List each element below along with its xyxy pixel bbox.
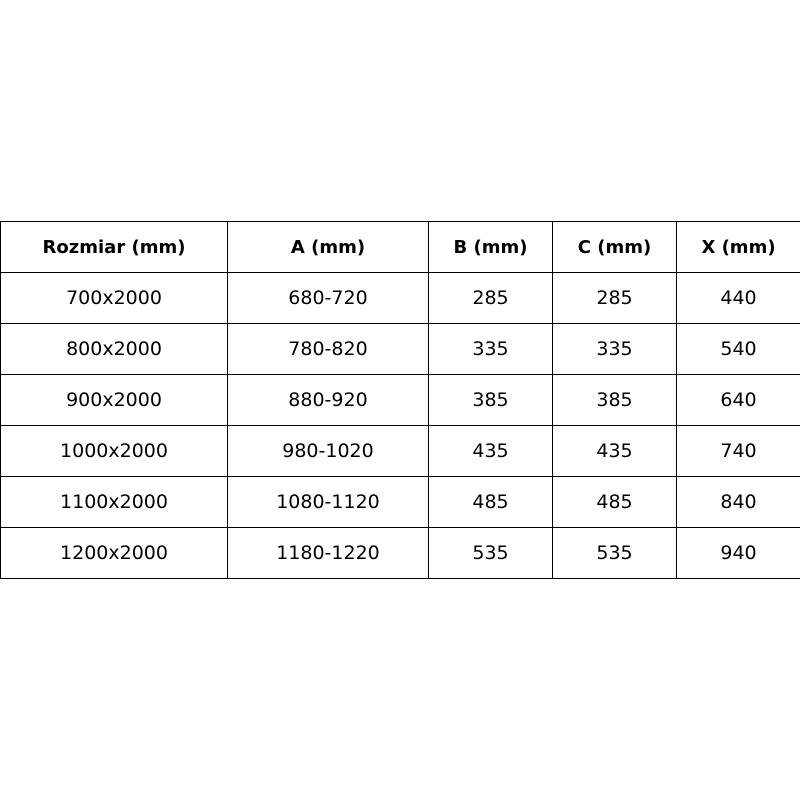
- table-row: 800x2000 780-820 335 335 540: [0, 323, 800, 375]
- table-body: 700x2000 680-720 285 285 440 800x2000 780-820 3…: [0, 272, 800, 579]
- table-cell: 1100x2000: [0, 476, 228, 528]
- table-cell: 1080-1120: [227, 476, 429, 528]
- table-cell: 1180-1220: [227, 527, 429, 579]
- table-cell: 535: [552, 527, 677, 579]
- table-cell: 880-920: [227, 374, 429, 426]
- table-cell: 485: [552, 476, 677, 528]
- column-header: B (mm): [428, 221, 553, 273]
- table-row: 1200x2000 1180-1220 535 535 940: [0, 527, 800, 579]
- table-cell: 800x2000: [0, 323, 228, 375]
- table-cell: 440: [676, 272, 800, 324]
- table-cell: 285: [552, 272, 677, 324]
- table-cell: 1000x2000: [0, 425, 228, 477]
- table-cell: 900x2000: [0, 374, 228, 426]
- table-cell: 335: [428, 323, 553, 375]
- table-cell: 435: [428, 425, 553, 477]
- column-header: A (mm): [227, 221, 429, 273]
- table-cell: 535: [428, 527, 553, 579]
- table-cell: 540: [676, 323, 800, 375]
- table-cell: 285: [428, 272, 553, 324]
- table-row: 900x2000 880-920 385 385 640: [0, 374, 800, 426]
- table-cell: 1200x2000: [0, 527, 228, 579]
- table-cell: 640: [676, 374, 800, 426]
- table-row: 1000x2000 980-1020 435 435 740: [0, 425, 800, 477]
- table-cell: 780-820: [227, 323, 429, 375]
- column-header: X (mm): [676, 221, 800, 273]
- table-cell: 740: [676, 425, 800, 477]
- table-cell: 385: [552, 374, 677, 426]
- column-header: C (mm): [552, 221, 677, 273]
- table-cell: 385: [428, 374, 553, 426]
- table-cell: 700x2000: [0, 272, 228, 324]
- table-header: Rozmiar (mm) A (mm) B (mm) C (mm) X (mm): [0, 221, 800, 273]
- table-row: 1100x2000 1080-1120 485 485 840: [0, 476, 800, 528]
- table-cell: 980-1020: [227, 425, 429, 477]
- size-table: Rozmiar (mm) A (mm) B (mm) C (mm) X (mm) 700…: [0, 221, 800, 579]
- table-cell: 435: [552, 425, 677, 477]
- header-row: Rozmiar (mm) A (mm) B (mm) C (mm) X (mm): [0, 221, 800, 273]
- table-cell: 940: [676, 527, 800, 579]
- column-header: Rozmiar (mm): [0, 221, 228, 273]
- table-cell: 840: [676, 476, 800, 528]
- table-cell: 680-720: [227, 272, 429, 324]
- table-cell: 335: [552, 323, 677, 375]
- table-row: 700x2000 680-720 285 285 440: [0, 272, 800, 324]
- table-cell: 485: [428, 476, 553, 528]
